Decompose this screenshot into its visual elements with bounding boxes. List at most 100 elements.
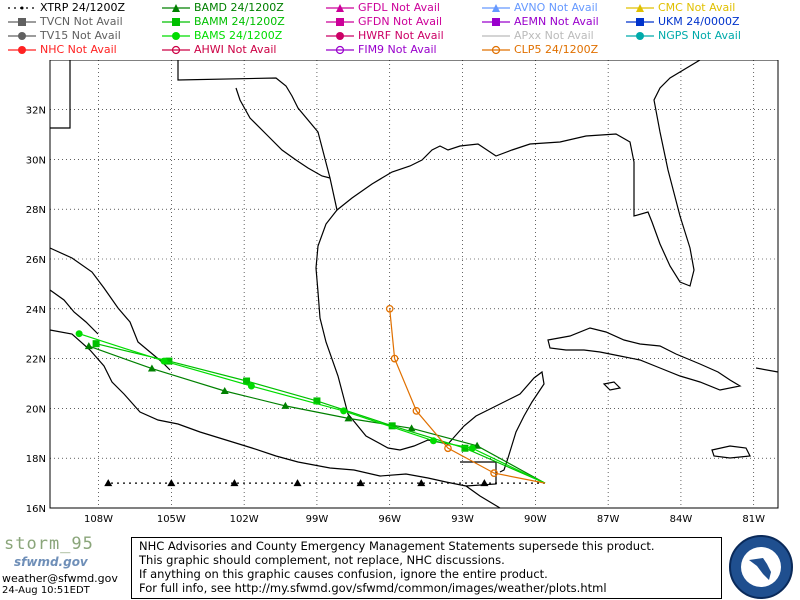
track-point-bams [247,382,255,390]
legend-marker-icon [162,32,190,40]
track-point-bams [160,357,168,365]
legend-label: TVCN Not Avail [40,15,123,28]
track-point-clp5 [490,469,498,477]
lat-tick-label: 18N [26,454,46,465]
legend-item-bamm: BAMM 24/1200Z [160,15,320,29]
legend-item-hwrf: HWRF Not Avail [324,29,484,43]
legend-item-nhc: NHC Not Avail [6,43,166,57]
track-point-bamm [461,444,469,452]
track-point-bamm [243,377,251,385]
track-point-xtrp [230,479,239,487]
lon-tick-label: 87W [597,514,620,525]
legend-marker-icon [626,18,654,26]
track-point-clp5 [412,407,421,415]
legend-label: AVNO Not Avail [514,1,598,14]
legend-item-bamd: BAMD 24/1200Z [160,1,320,15]
legend-item-apxx: APxx Not Avail [480,29,640,43]
track-point-bamd [407,424,416,432]
legend-marker-icon [8,46,36,54]
track-bamd [84,342,546,484]
lat-tick-label: 32N [26,106,46,117]
track-point-xtrp [356,479,365,487]
lon-tick-label: 93W [451,514,474,525]
track-point-bamm [165,357,173,365]
disclaimer-box: NHC Advisories and County Emergency Mana… [131,537,722,599]
legend-label: BAMD 24/1200Z [194,1,284,14]
legend-item-fim9: FIM9 Not Avail [324,43,484,57]
lon-tick-label: 102W [230,514,259,525]
track-point-xtrp [167,479,176,487]
legend-label: GFDN Not Avail [358,15,443,28]
legend-label: BAMS 24/1200Z [194,29,283,42]
track-point-xtrp [293,479,302,487]
forecast-tracks [75,304,546,487]
lat-tick-label: 20N [26,404,46,415]
legend-marker-icon [326,4,354,12]
legend-label: TV15 Not Avail [40,29,121,42]
lon-tick-label: 108W [84,514,113,525]
logo-subtitle[interactable]: sfwmd.gov [14,555,88,569]
lon-tick-label: 99W [306,514,329,525]
legend-label: NHC Not Avail [40,43,117,56]
logo-name: storm_95 [4,534,94,554]
lat-tick-label: 24N [26,305,46,316]
legend-marker-icon [326,45,354,55]
legend-label: UKM 24/0000Z [658,15,740,28]
track-bamm [92,340,546,484]
legend-marker-icon [626,32,654,40]
legend-marker-icon [482,18,510,26]
lon-tick-label: 105W [157,514,186,525]
legend-label: NGPS Not Avail [658,29,741,42]
legend-label: CLP5 24/1200Z [514,43,599,56]
track-xtrp [104,479,545,487]
disclaimer-line-3: If anything on this graphic causes confu… [139,567,548,581]
legend-marker-icon [482,35,510,37]
legend-label: XTRP 24/1200Z [40,1,126,14]
track-point-bamd [344,414,353,422]
legend-marker-icon [482,4,510,12]
disclaimer-line-4[interactable]: For full info, see http://my.sfwmd.gov/s… [139,581,607,595]
axis-labels: 108W105W102W99W96W93W90W87W84W81W78W16N1… [26,106,765,525]
legend-item-tvcn: TVCN Not Avail [6,15,166,29]
legend-item-clp5: CLP5 24/1200Z [480,43,640,57]
track-line-bamd [88,345,546,484]
lat-tick-label: 30N [26,155,46,166]
legend-label: HWRF Not Avail [358,29,444,42]
lon-tick-label: 84W [670,514,693,525]
lat-tick-label: 26N [26,255,46,266]
legend-marker-icon [626,4,654,12]
contact-email[interactable]: weather@sfwmd.gov [2,572,118,585]
lat-tick-label: 22N [26,355,46,366]
track-line-clp5 [389,308,546,484]
track-point-xtrp [417,479,426,487]
sfwmd-seal-logo [729,535,793,599]
lon-tick-label: 81W [742,514,765,525]
disclaimer-line-2: This graphic should complement, not repl… [139,553,505,567]
track-point-bamd [281,401,290,409]
track-point-bams [340,407,348,415]
track-point-clp5 [390,354,399,363]
legend-item-bams: BAMS 24/1200Z [160,29,320,43]
legend-item-ahwi: AHWI Not Avail [160,43,320,57]
lat-tick-label: 16N [26,504,46,515]
disclaimer-line-1: NHC Advisories and County Emergency Mana… [139,539,655,553]
lon-tick-label: 90W [524,514,547,525]
lon-tick-label: 96W [378,514,401,525]
model-legend: XTRP 24/1200Z BAMD 24/1200Z GFDL Not Avail… [0,0,800,60]
track-point-bams [75,330,83,338]
legend-marker-icon [8,32,36,40]
track-point-bamm [313,397,321,405]
legend-item-avno: AVNO Not Avail [480,1,640,15]
track-point-bams [429,437,437,445]
legend-item-xtrp: XTRP 24/1200Z [6,1,166,15]
legend-item-gfdl: GFDL Not Avail [324,1,484,15]
map-frame [49,60,779,509]
track-point-xtrp [104,479,113,487]
legend-item-gfdn: GFDN Not Avail [324,15,484,29]
track-map: 108W105W102W99W96W93W90W87W84W81W78W16N1… [26,60,779,525]
legend-marker-icon [8,6,36,10]
legend-marker-icon [326,32,354,40]
track-clp5 [385,304,546,484]
legend-item-aemn: AEMN Not Avail [480,15,640,29]
legend-marker-icon [162,45,190,55]
